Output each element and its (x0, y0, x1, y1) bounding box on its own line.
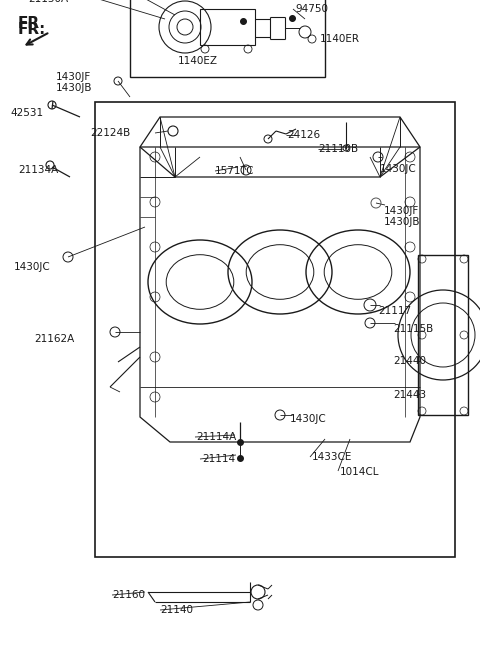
Text: 42531: 42531 (10, 108, 43, 118)
Text: FR.: FR. (18, 16, 46, 30)
Bar (200, 9, 255, 45)
Text: 21117: 21117 (378, 306, 411, 316)
Text: 1430JB: 1430JB (384, 217, 420, 227)
Text: 21114A: 21114A (196, 432, 236, 442)
Text: 21110B: 21110B (318, 144, 358, 154)
Text: 1014CL: 1014CL (340, 467, 380, 477)
Text: 1140EZ: 1140EZ (178, 56, 218, 66)
Text: 1430JC: 1430JC (14, 262, 51, 272)
Text: 1430JF: 1430JF (56, 72, 91, 82)
Text: 21134A: 21134A (18, 165, 58, 175)
Text: 22124B: 22124B (90, 128, 130, 138)
Bar (418, 255, 468, 415)
Text: 21140: 21140 (160, 605, 193, 615)
Text: FR.: FR. (18, 22, 46, 37)
Text: 21150A: 21150A (28, 0, 68, 4)
Text: 1433CE: 1433CE (312, 452, 352, 462)
Text: 1430JC: 1430JC (290, 414, 327, 424)
Text: 21114: 21114 (202, 454, 235, 464)
Text: 24126: 24126 (287, 130, 320, 140)
Text: 1430JF: 1430JF (384, 206, 419, 216)
Text: 1430JB: 1430JB (56, 83, 93, 93)
Text: 21440: 21440 (393, 356, 426, 366)
Bar (130, 0, 325, 77)
Text: 1140ER: 1140ER (320, 34, 360, 44)
Text: 21115B: 21115B (393, 324, 433, 334)
Text: 21162A: 21162A (34, 334, 74, 344)
Text: 21160: 21160 (112, 590, 145, 600)
Text: 94750: 94750 (295, 4, 328, 14)
Text: 21443: 21443 (393, 390, 426, 400)
Bar (95, 102, 455, 557)
Text: 1430JC: 1430JC (380, 164, 417, 174)
Text: 1571TC: 1571TC (215, 166, 254, 176)
